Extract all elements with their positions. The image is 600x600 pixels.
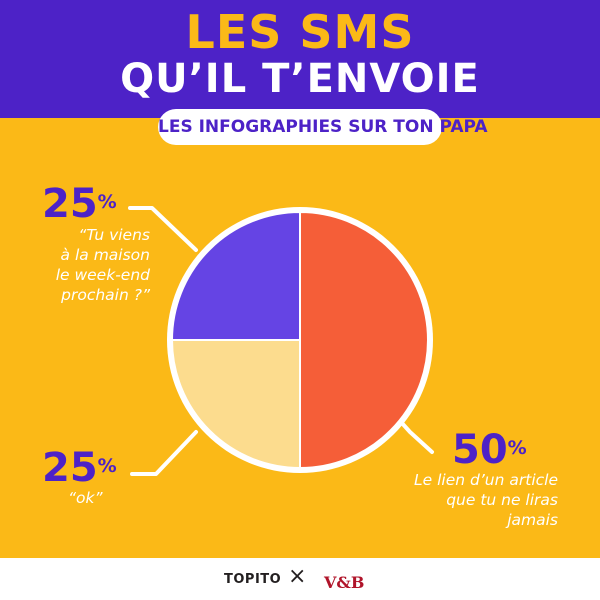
slice-label-right: Le lien d’un article que tu ne liras jam… <box>398 470 558 530</box>
label-line: jamais <box>507 511 558 529</box>
percent-sign: % <box>97 455 117 477</box>
connector-line-0 <box>128 206 198 252</box>
cross-separator: × <box>288 564 307 589</box>
pie-slice-2 <box>170 210 301 341</box>
percent-label-right: 50% <box>452 428 527 472</box>
label-line: prochain ?” <box>61 286 150 304</box>
pie-slice-1 <box>170 339 301 470</box>
pie-slices <box>167 207 433 473</box>
header-banner <box>0 0 600 118</box>
title-line-2: QU’IL T’ENVOIE <box>120 56 480 102</box>
percent-value: 25 <box>42 181 98 227</box>
label-line: “ok” <box>68 489 103 507</box>
percent-sign: % <box>97 191 117 213</box>
label-line: le week-end <box>55 266 150 284</box>
label-line: Le lien d’un article <box>414 471 558 489</box>
percent-value: 25 <box>42 445 98 491</box>
label-line: “Tu viens <box>78 226 150 244</box>
vb-logo: V&B <box>324 573 365 592</box>
percent-value: 50 <box>452 427 508 473</box>
topito-logo: TOPITO <box>224 572 282 587</box>
title-line-1: LES SMS <box>185 5 415 59</box>
pie-slice-0 <box>299 210 429 470</box>
slice-label-bottom-left: “ok” <box>68 488 103 508</box>
percent-sign: % <box>507 437 527 459</box>
subtitle-pill: LES INFOGRAPHIES SUR TON PAPA <box>158 109 488 145</box>
slice-label-top-left: “Tu viens à la maison le week-end procha… <box>40 225 150 305</box>
connector-line-1 <box>130 430 198 476</box>
percent-label-top-left: 25% <box>42 182 117 226</box>
percent-label-bottom-left: 25% <box>42 446 117 490</box>
footer-bar <box>0 558 600 600</box>
label-line: que tu ne liras <box>446 491 558 509</box>
label-line: à la maison <box>60 246 150 264</box>
